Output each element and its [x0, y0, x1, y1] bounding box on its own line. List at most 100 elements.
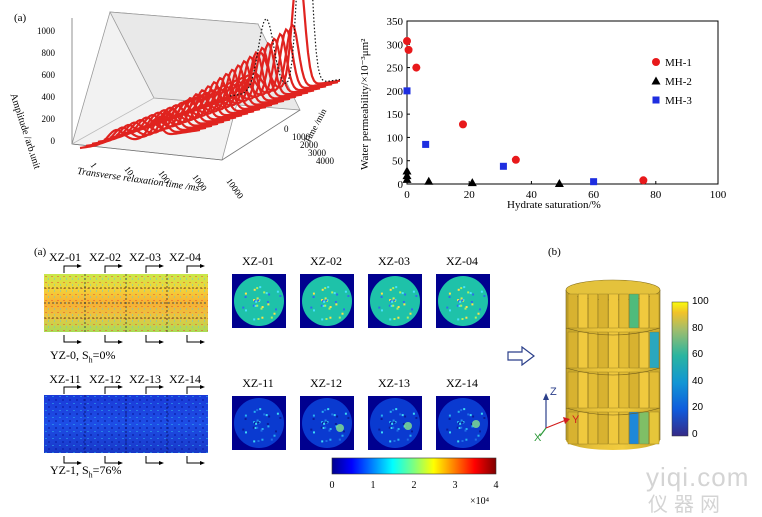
cylinder-strip — [639, 411, 650, 445]
cylinder-strip — [618, 293, 629, 329]
row1-caption-sub: h — [88, 355, 93, 365]
section-cut-marker — [145, 335, 164, 344]
section-cut-marker — [104, 264, 123, 273]
cylinder-strip — [588, 371, 598, 409]
y-tick-label: 300 — [387, 39, 404, 51]
point-mh-2 — [467, 178, 477, 187]
jet-tick-label: 1 — [370, 480, 376, 491]
y-tick-label: 50 — [392, 156, 404, 168]
cylinder-strip — [588, 411, 598, 445]
point-mh-2 — [554, 179, 564, 188]
section-cut-marker — [186, 456, 205, 465]
saturation-cylinder — [565, 279, 661, 450]
x-axis-title: Hydrate saturation/% — [507, 199, 601, 211]
section-cut-marker — [145, 456, 164, 465]
permeability-chart-panel: 0 50 100 150 200 250 300 350 0 20 40 60 80 100 MH-1 M… — [340, 0, 762, 225]
point-mh-1 — [412, 63, 421, 72]
x-tick-label: 20 — [464, 189, 476, 201]
y-axis-title: Water permeability/×10⁻³μm² — [359, 38, 371, 170]
section-label: XZ-11 — [49, 372, 81, 386]
point-mh-2 — [424, 176, 434, 185]
slice-label: XZ-13 — [378, 376, 410, 390]
cylinder-strip — [628, 371, 639, 409]
parula-tick-label: 40 — [692, 375, 704, 387]
cylinder-strip — [598, 331, 609, 369]
parula-tick-label: 20 — [692, 402, 704, 414]
section-label: XZ-12 — [89, 372, 121, 386]
point-mh-3 — [422, 140, 430, 148]
y-tick-label: 100 — [387, 132, 404, 144]
section-cut-marker — [63, 264, 82, 273]
x-tick-label: 100 — [710, 189, 727, 201]
x-tick-label: 0 — [404, 189, 410, 201]
jet-tick-label: 0 — [329, 480, 335, 491]
cylinder-strip — [618, 331, 629, 369]
cylinder-strip — [649, 293, 660, 329]
cylinder-strip — [598, 293, 609, 329]
point-mh-1 — [639, 176, 648, 185]
plot-frame — [406, 20, 719, 185]
section-cut-marker — [186, 385, 205, 394]
legend-marker — [652, 58, 660, 66]
cylinder-strip — [598, 371, 609, 409]
cylinder-strip — [628, 411, 639, 445]
y-tick-label: 4000 — [316, 156, 335, 166]
cylinder-strip — [608, 331, 619, 369]
cylinder-strip — [598, 411, 609, 445]
cylinder-strip — [628, 331, 639, 369]
watermark-cjk: 仪器网 — [648, 492, 726, 516]
t2-curve — [229, 0, 340, 97]
point-mh-1 — [403, 37, 411, 46]
section-label: XZ-13 — [129, 372, 161, 386]
slice-label: XZ-04 — [446, 254, 478, 268]
section-cut-marker — [186, 335, 205, 344]
legend-label: MH-2 — [665, 76, 692, 88]
parula-tick-label: 60 — [692, 349, 704, 361]
cross-section-slice — [232, 274, 286, 328]
parula-tick-label: 100 — [692, 296, 709, 307]
z-tick-label: 200 — [42, 114, 56, 124]
z-tick-label: 0 — [51, 136, 56, 146]
watermark-latin: yiqi.com — [646, 462, 750, 492]
section-cut-marker — [145, 385, 164, 394]
x-tick-label: 40 — [526, 189, 538, 201]
top-panel-label: (a) — [14, 12, 27, 24]
section-cut-marker — [104, 385, 123, 394]
z-tick-label: 1000 — [37, 26, 56, 36]
legend-label: MH-3 — [665, 95, 692, 107]
section-label: XZ-02 — [89, 250, 121, 264]
section-cut-marker — [104, 335, 123, 344]
jet-tick-label: 3 — [452, 480, 458, 491]
row2-caption-rest: =76% — [92, 463, 122, 477]
cylinder-strip — [649, 371, 660, 409]
z-tick-label: 400 — [42, 92, 56, 102]
transition-arrow-icon — [507, 346, 535, 366]
section-cut-marker — [104, 456, 123, 465]
cylinder-strip — [608, 371, 619, 409]
data-points — [402, 37, 648, 188]
parula-tick-label: 80 — [692, 322, 704, 334]
section-label: XZ-04 — [169, 250, 201, 264]
cylinder-strip — [608, 411, 619, 445]
row2-caption-sub: h — [88, 470, 93, 480]
cylinder-strip — [628, 293, 639, 329]
axis-y-label: Y — [572, 414, 580, 426]
cross-section-slice — [436, 396, 490, 450]
row2-caption: YZ-1, Sh=76% — [50, 463, 121, 479]
cylinder-strip — [639, 371, 650, 409]
cross-section-slice — [436, 274, 490, 328]
y-tick-label: 0 — [284, 124, 289, 134]
jet-exponent: ×10⁴ — [470, 496, 490, 507]
row2-caption-main: YZ-1, S — [50, 463, 89, 477]
point-mh-3 — [403, 87, 411, 95]
point-mh-1 — [458, 120, 467, 129]
cylinder-strip — [567, 293, 578, 329]
cylinder-strip — [649, 331, 660, 369]
x-ticks: 0 20 40 60 80 100 — [404, 181, 727, 201]
cylinder-strip — [567, 411, 578, 445]
legend-marker — [651, 76, 661, 85]
section-label: XZ-03 — [129, 250, 161, 264]
axis-triad — [539, 393, 570, 437]
